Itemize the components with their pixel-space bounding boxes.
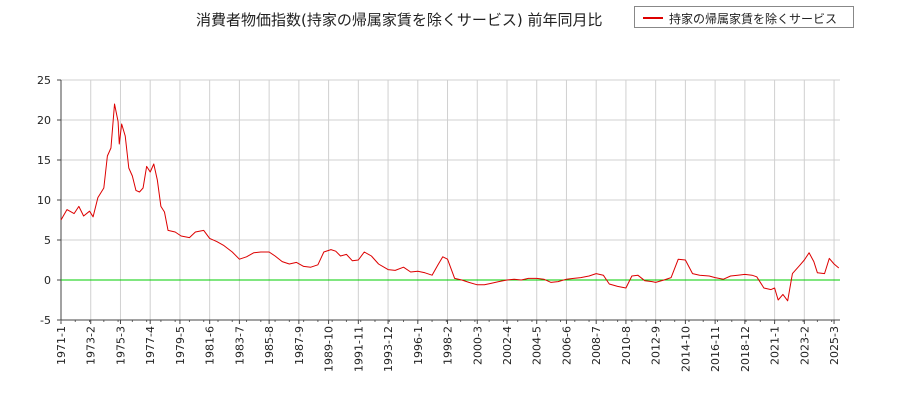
x-tick-label: 1985-8 — [263, 326, 276, 365]
legend: 持家の帰属家賃を除くサービス — [634, 6, 854, 28]
x-tick-label: 1989-10 — [323, 326, 336, 372]
x-tick-label: 2010-8 — [620, 326, 633, 365]
x-tick-label: 1981-6 — [204, 326, 217, 365]
y-tick-label: 15 — [37, 154, 51, 167]
x-tick-label: 1975-3 — [114, 326, 127, 365]
x-tick-label: 2008-7 — [590, 326, 603, 365]
x-tick-label: 1993-12 — [382, 326, 395, 372]
x-tick-label: 1987-9 — [293, 326, 306, 365]
x-tick-label: 2006-6 — [560, 326, 573, 365]
y-tick-labels: 25 20 15 10 5 0 -5 — [37, 74, 51, 327]
x-tick-labels: 1971-1 1973-2 1975-3 1977-4 1979-5 1981-6 1983… — [55, 326, 841, 372]
y-tick-label: 5 — [44, 234, 51, 247]
x-tick-label: 2023-2 — [798, 326, 811, 365]
series-line — [60, 103, 840, 302]
x-tick-label: 1979-5 — [174, 326, 187, 365]
x-tick-label: 2016-11 — [709, 326, 722, 372]
x-tick-label: 1991-11 — [352, 326, 365, 372]
x-tick-label: 1971-1 — [55, 326, 68, 365]
x-tick-label: 2012-9 — [650, 326, 663, 365]
x-tick-label: 2000-3 — [471, 326, 484, 365]
y-tick-label: -5 — [40, 314, 51, 327]
y-tick-label: 0 — [44, 274, 51, 287]
chart-title: 消費者物価指数(持家の帰属家賃を除くサービス) 前年同月比 — [196, 11, 603, 29]
x-tick-label: 1973-2 — [85, 326, 98, 365]
y-tick-label: 20 — [37, 114, 51, 127]
y-tick-label: 10 — [37, 194, 51, 207]
x-tick-label: 2004-5 — [531, 326, 544, 365]
grid-lines — [60, 79, 840, 321]
legend-label: 持家の帰属家賃を除くサービス — [669, 12, 838, 26]
x-tick-label: 1977-4 — [144, 326, 157, 365]
x-tick-label: 1983-7 — [233, 326, 246, 365]
x-tick-label: 1998-2 — [442, 326, 455, 365]
x-tick-label: 2021-1 — [769, 326, 782, 365]
x-tick-label: 2018-12 — [739, 326, 752, 372]
x-tick-label: 1996-1 — [412, 326, 425, 365]
series-lines — [60, 103, 840, 302]
legend-swatch — [643, 17, 663, 19]
x-tick-label: 2002-4 — [501, 326, 514, 365]
x-tick-label: 2014-10 — [679, 326, 692, 372]
y-tick-label: 25 — [37, 74, 51, 87]
axes — [57, 79, 840, 324]
x-tick-label: 2025-3 — [828, 326, 841, 365]
